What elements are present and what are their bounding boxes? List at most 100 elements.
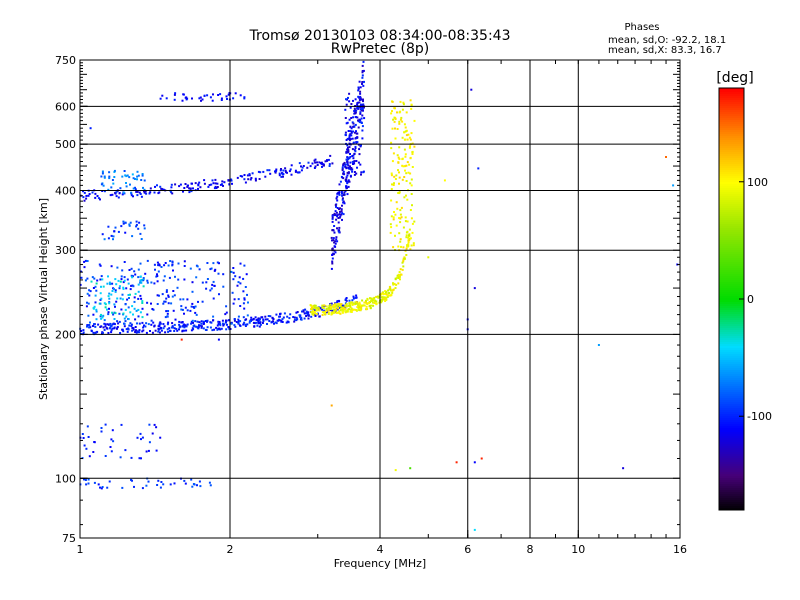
data-point [331, 217, 334, 220]
data-point [393, 211, 395, 213]
data-point [357, 119, 359, 122]
data-point [80, 330, 83, 332]
data-point [159, 326, 162, 329]
data-point [149, 187, 152, 190]
colorbar-segment [719, 282, 744, 285]
data-point [409, 145, 411, 148]
colorbar-segment [719, 400, 744, 403]
data-point [427, 256, 430, 259]
data-point [121, 293, 124, 296]
data-point [363, 80, 365, 83]
data-point [354, 131, 356, 134]
data-point [351, 168, 354, 171]
data-point [116, 326, 119, 328]
colorbar-segment [719, 422, 744, 425]
data-point [173, 327, 176, 330]
data-point [99, 302, 102, 305]
data-point [139, 193, 142, 195]
colorbar-segment [719, 270, 744, 273]
data-point [134, 292, 137, 295]
data-point [391, 289, 394, 292]
data-point [138, 331, 141, 334]
colorbar-segment [719, 414, 744, 417]
data-point [408, 237, 411, 240]
data-point [407, 241, 410, 244]
data-point [355, 141, 358, 144]
data-point [408, 228, 411, 231]
data-point [410, 132, 413, 135]
data-point [140, 457, 142, 460]
data-point [331, 262, 334, 265]
data-point [162, 483, 165, 486]
data-point [182, 298, 185, 301]
data-point [322, 163, 325, 166]
data-point [393, 283, 396, 285]
data-point [333, 214, 336, 217]
data-point [312, 309, 315, 312]
data-point [157, 270, 160, 273]
data-point [113, 303, 116, 306]
data-point [234, 275, 237, 278]
data-point [334, 309, 337, 312]
data-point [103, 175, 106, 178]
data-point [135, 225, 138, 228]
data-point [400, 245, 402, 248]
data-point [223, 323, 226, 326]
data-point [119, 187, 122, 190]
data-point [373, 302, 376, 304]
data-point [218, 262, 220, 265]
data-point [347, 158, 350, 160]
data-point [237, 298, 240, 301]
data-point [144, 272, 147, 275]
data-point [254, 177, 257, 180]
data-point [212, 319, 214, 322]
data-point [305, 310, 308, 313]
data-point [342, 304, 345, 307]
data-point [342, 170, 345, 173]
data-point [139, 281, 142, 284]
data-point [316, 309, 319, 312]
data-point [142, 285, 145, 288]
data-point [150, 323, 153, 326]
colorbar-segment [719, 380, 744, 383]
data-point [392, 184, 395, 186]
data-point [405, 236, 408, 239]
data-point [270, 321, 273, 324]
data-point [194, 311, 197, 314]
data-point [331, 248, 334, 250]
data-point [170, 326, 173, 329]
data-point [408, 146, 411, 149]
data-point [396, 154, 399, 157]
data-point [106, 323, 109, 326]
data-point [396, 274, 399, 277]
y-axis-label: Stationary phase Virtual Height [km] [37, 198, 50, 400]
data-point [136, 194, 139, 197]
data-point [336, 305, 339, 308]
data-point [101, 278, 104, 281]
data-point [159, 436, 162, 439]
data-point [389, 294, 392, 297]
data-point [370, 300, 373, 302]
data-point [384, 300, 387, 302]
data-point [244, 181, 247, 184]
data-point [360, 108, 363, 111]
data-point [212, 315, 215, 318]
data-point [402, 246, 405, 249]
data-point [225, 305, 228, 308]
data-point [405, 164, 408, 167]
colorbar-segment [719, 136, 744, 139]
colorbar-segment [719, 344, 744, 347]
data-point [362, 103, 365, 106]
data-point [392, 218, 395, 221]
data-point [86, 425, 89, 428]
data-point [153, 191, 156, 194]
data-point [353, 109, 356, 112]
data-point [183, 329, 186, 332]
data-point [137, 297, 140, 300]
data-point [358, 302, 361, 305]
data-point [280, 168, 282, 170]
data-point [79, 283, 82, 286]
data-point [331, 220, 334, 223]
data-point [359, 92, 362, 95]
data-point [307, 312, 309, 315]
